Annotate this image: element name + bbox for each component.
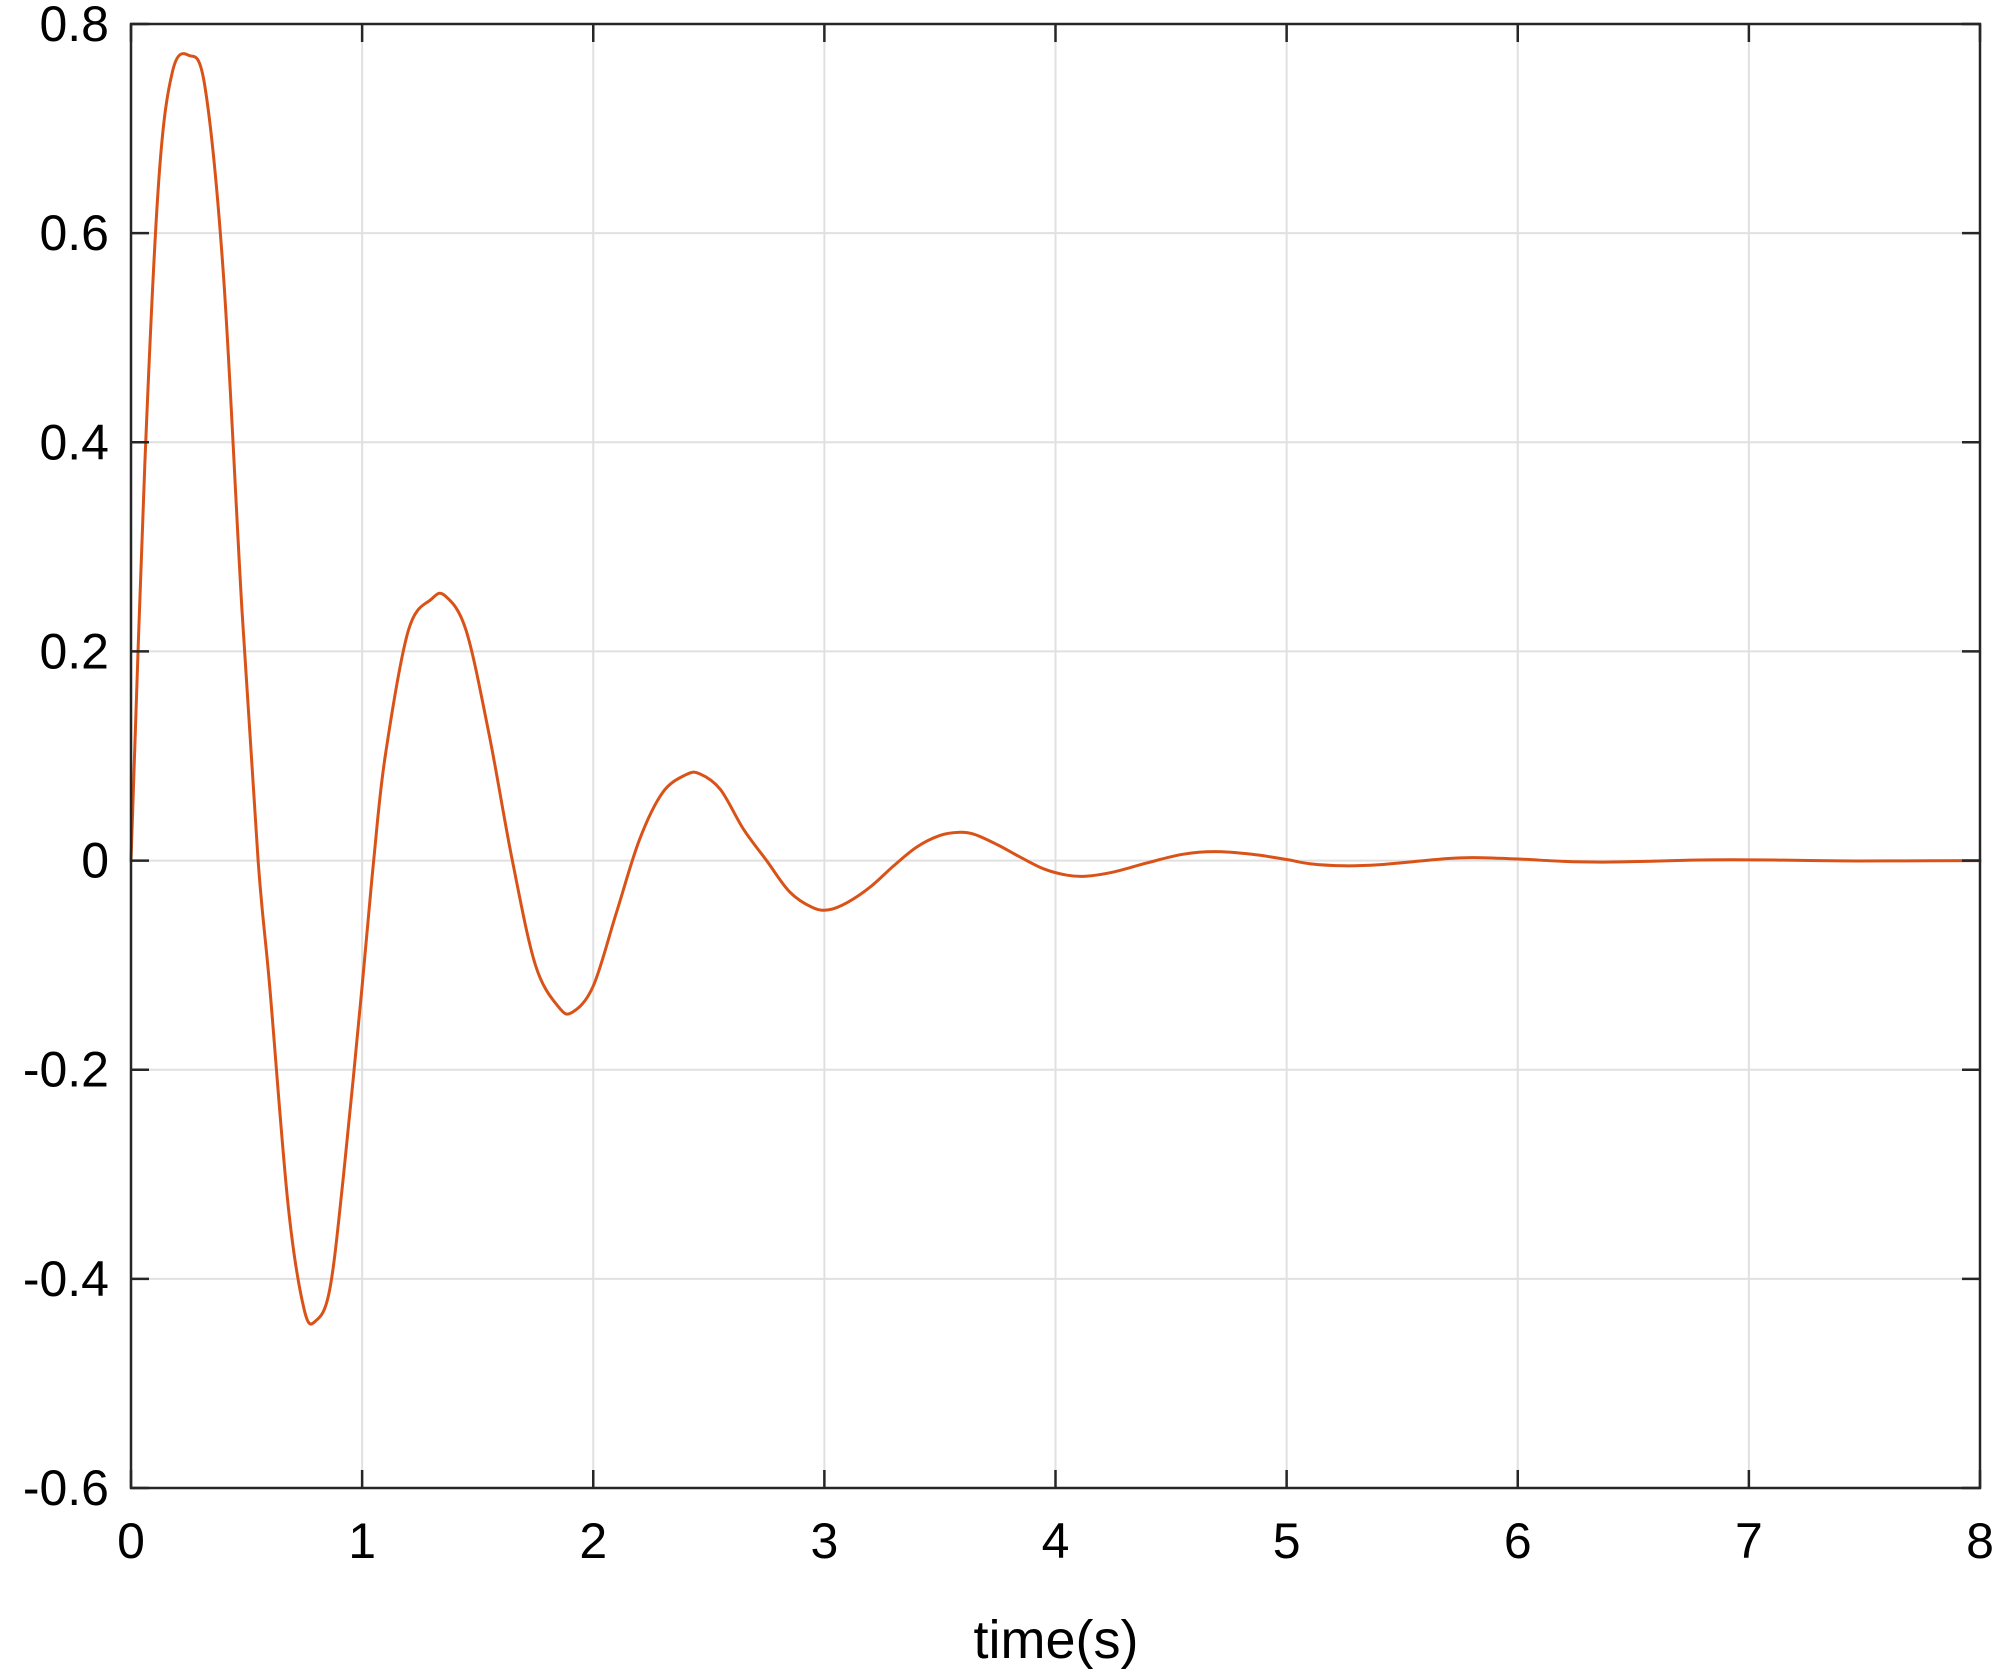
series-line (129, 52, 1982, 1326)
x-tick-label: 8 (1966, 1513, 1994, 1569)
y-tick-label: -0.4 (23, 1251, 109, 1307)
x-tick-label: 6 (1504, 1513, 1532, 1569)
x-tick-label: 2 (579, 1513, 607, 1569)
x-tick-label: 7 (1735, 1513, 1763, 1569)
y-tick-label: -0.2 (23, 1042, 109, 1098)
y-tick-label: 0.4 (39, 414, 109, 470)
y-tick-label: 0 (81, 833, 109, 889)
tick-marks (129, 22, 1982, 1490)
y-tick-label: 0.8 (39, 0, 109, 52)
y-tick-label: -0.6 (23, 1460, 109, 1516)
grid-lines (130, 23, 1981, 1489)
x-tick-labels: 0 1 2 3 4 5 6 7 8 (117, 1513, 1994, 1569)
series-layer (129, 52, 1982, 1326)
x-tick-label: 0 (117, 1513, 145, 1569)
y-tick-labels: -0.6 -0.4 -0.2 0 0.2 0.4 0.6 0.8 (23, 0, 109, 1516)
x-tick-label: 4 (1042, 1513, 1070, 1569)
x-tick-label: 3 (810, 1513, 838, 1569)
x-tick-label: 5 (1273, 1513, 1301, 1569)
x-tick-label: 1 (348, 1513, 376, 1569)
y-tick-label: 0.6 (39, 205, 109, 261)
y-tick-label: 0.2 (39, 623, 109, 679)
x-axis-label: time(s) (974, 1610, 1139, 1670)
